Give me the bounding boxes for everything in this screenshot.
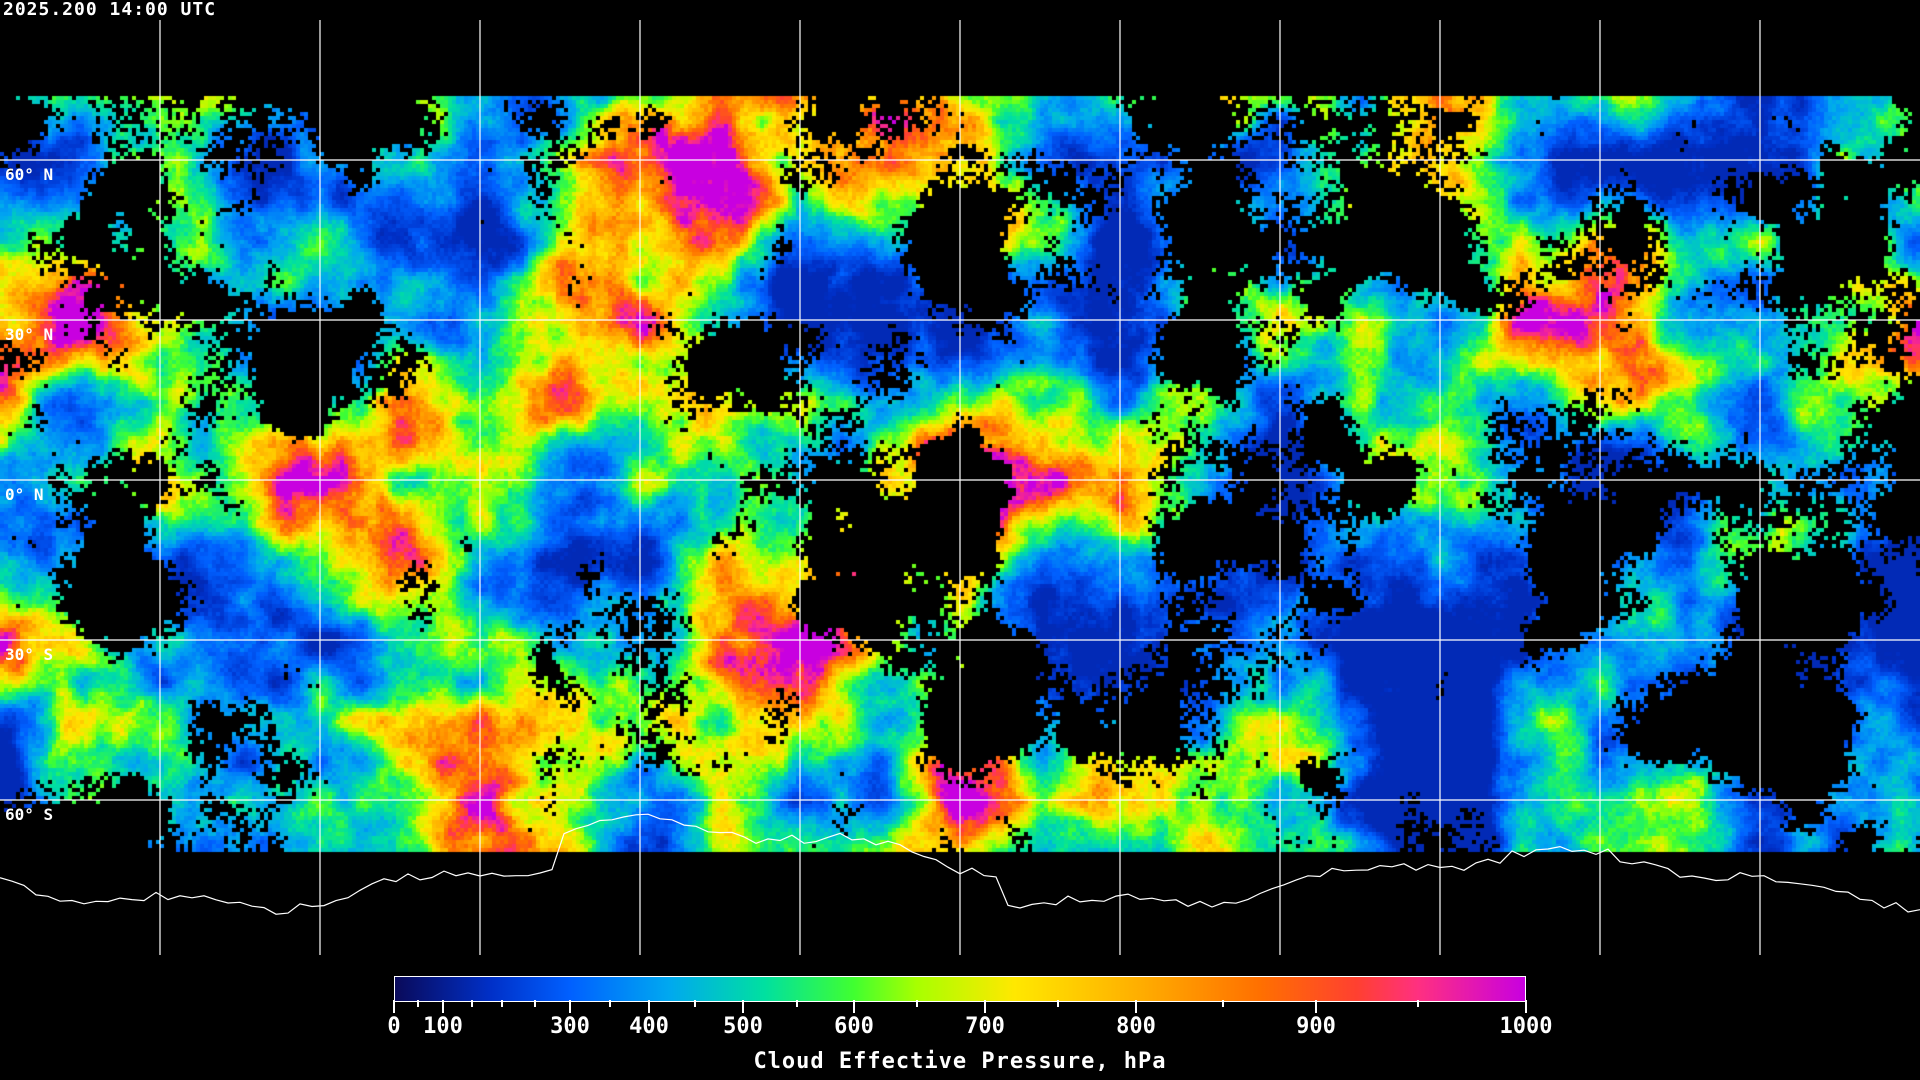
colorbar (394, 976, 1526, 1002)
colorbar-tick-label: 700 (965, 1014, 1005, 1039)
latitude-label: 0° N (5, 485, 44, 504)
latitude-label: 60° S (5, 805, 54, 824)
colorbar-tick-label: 900 (1296, 1014, 1336, 1039)
colorbar-tick-label: 300 (550, 1014, 590, 1039)
colorbar-tick-label: 500 (723, 1014, 763, 1039)
latitude-label: 30° N (5, 325, 54, 344)
colorbar-tick-label: 400 (629, 1014, 669, 1039)
colorbar-tick-label: 800 (1116, 1014, 1156, 1039)
coastline (0, 813, 1920, 915)
colorbar-tick-label: 0 (387, 1014, 401, 1039)
latitude-label: 60° N (5, 165, 54, 184)
colorbar-title: Cloud Effective Pressure, hPa (753, 1049, 1167, 1074)
colorbar-tick-label: 1000 (1499, 1014, 1553, 1039)
latitude-label: 30° S (5, 645, 54, 664)
colorbar-tick-label: 100 (423, 1014, 463, 1039)
colorbar-ticks (393, 1000, 1527, 1013)
lat-lon-grid (0, 20, 1920, 955)
timestamp: 2025.200 14:00 UTC (3, 0, 217, 20)
colorbar-tick-label: 600 (834, 1014, 874, 1039)
